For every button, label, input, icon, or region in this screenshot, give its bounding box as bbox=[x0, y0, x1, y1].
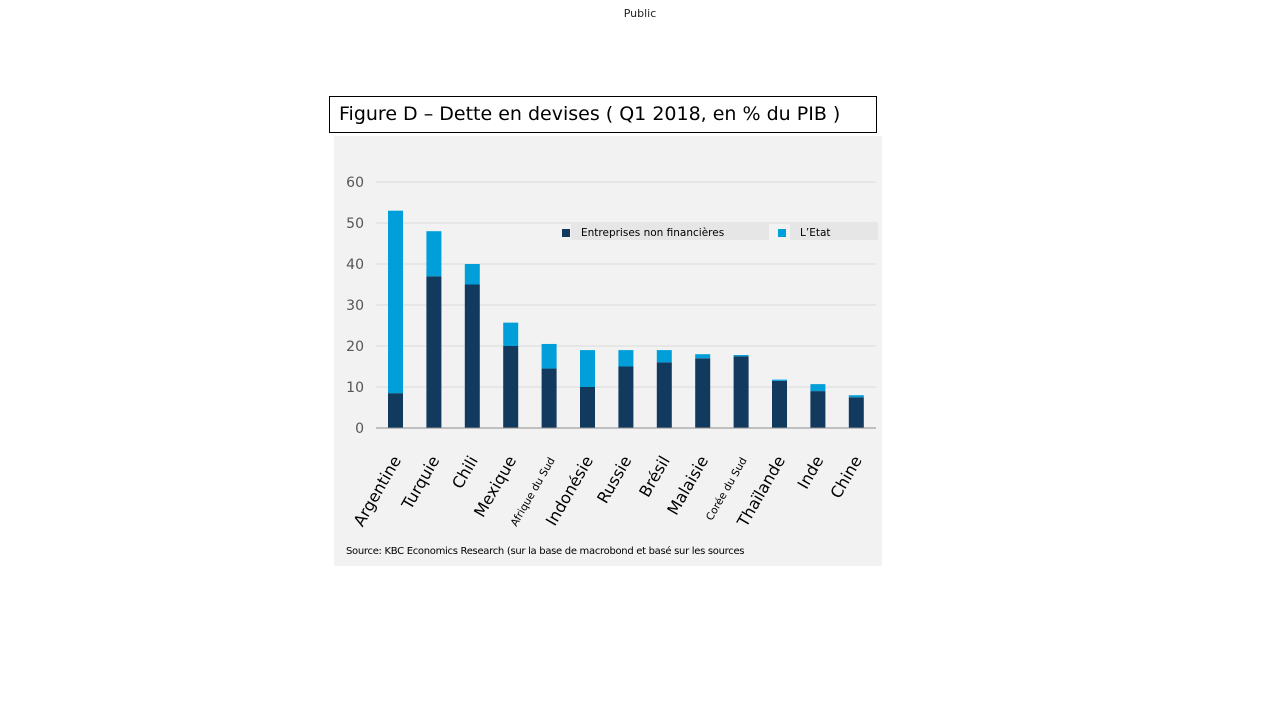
y-tick-label: 20 bbox=[346, 339, 364, 355]
y-tick-label: 60 bbox=[346, 175, 364, 191]
bar-enterprises bbox=[810, 391, 826, 428]
legend: Entreprises non financières L’Etat bbox=[562, 222, 878, 240]
legend-bg-1 bbox=[571, 222, 769, 240]
y-tick-label: 40 bbox=[346, 257, 364, 273]
bar-state bbox=[695, 354, 711, 359]
bar-enterprises bbox=[388, 393, 403, 428]
bar-enterprises bbox=[733, 356, 749, 428]
legend-bg-2 bbox=[790, 222, 878, 240]
category-label: Inde bbox=[793, 453, 827, 493]
bar-state bbox=[503, 322, 519, 346]
classification-label: Public bbox=[623, 7, 657, 20]
category-label: Brésil bbox=[635, 453, 674, 501]
bar-enterprises bbox=[656, 362, 672, 428]
bar-state bbox=[656, 350, 672, 363]
y-tick-label: 0 bbox=[355, 421, 364, 437]
bar-enterprises bbox=[426, 276, 442, 428]
bar-enterprises bbox=[848, 397, 864, 428]
bar-state bbox=[464, 264, 480, 285]
y-axis-ticks: 0 10 20 30 40 50 60 bbox=[346, 175, 364, 437]
bar-state bbox=[388, 210, 403, 394]
category-label: Russie bbox=[593, 453, 635, 507]
bar-state bbox=[426, 231, 442, 277]
chart-title: Figure D – Dette en devises ( Q1 2018, e… bbox=[329, 96, 877, 133]
legend-label-enterprises: Entreprises non financières bbox=[581, 227, 724, 239]
bar-state bbox=[733, 355, 749, 357]
y-tick-label: 10 bbox=[346, 380, 364, 396]
bar-enterprises bbox=[618, 366, 634, 428]
category-label: Chine bbox=[826, 453, 865, 502]
bar-enterprises bbox=[772, 380, 787, 428]
bar-state bbox=[580, 350, 595, 387]
bar-state bbox=[810, 384, 826, 392]
y-tick-label: 30 bbox=[346, 298, 364, 314]
bar-state bbox=[618, 350, 634, 367]
category-label: Argentine bbox=[349, 453, 405, 530]
bar-state bbox=[772, 379, 787, 381]
chart-panel bbox=[334, 136, 882, 566]
category-label: Chili bbox=[448, 453, 482, 493]
bar-enterprises bbox=[503, 346, 519, 428]
bar-enterprises bbox=[695, 358, 711, 428]
bar-state bbox=[848, 395, 864, 398]
source-note: Source: KBC Economics Research (sur la b… bbox=[346, 546, 745, 557]
legend-swatch-enterprises bbox=[562, 229, 570, 237]
bar-state bbox=[541, 343, 557, 369]
y-tick-label: 50 bbox=[346, 216, 364, 232]
bar-enterprises bbox=[580, 387, 595, 428]
bar-enterprises bbox=[464, 284, 480, 428]
legend-swatch-state bbox=[778, 229, 786, 237]
bars bbox=[388, 210, 864, 428]
legend-label-state: L’Etat bbox=[800, 227, 831, 239]
bar-enterprises bbox=[541, 368, 557, 428]
